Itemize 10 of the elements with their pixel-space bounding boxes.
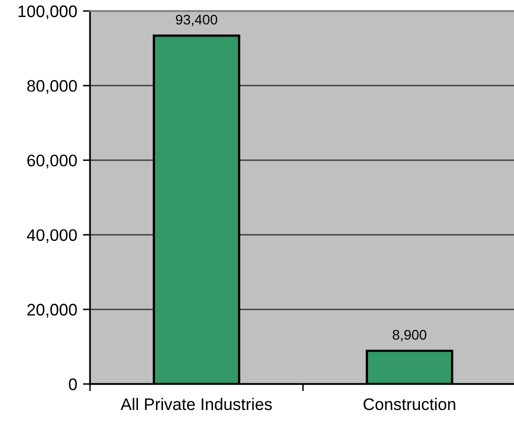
data-label: 8,900 (392, 330, 426, 342)
data-label: 93,400 (176, 14, 218, 26)
y-tick-label: 20,000 (27, 304, 77, 318)
y-tick-label: 100,000 (18, 5, 77, 20)
y-tick-label: 60,000 (27, 154, 77, 168)
x-tick-label: All Private Industries (120, 398, 272, 410)
y-tick-label: 80,000 (27, 80, 77, 94)
y-tick-label: 40,000 (26, 229, 77, 243)
y-tick-label: 0 (68, 378, 77, 390)
x-tick-label: Construction (364, 398, 456, 410)
